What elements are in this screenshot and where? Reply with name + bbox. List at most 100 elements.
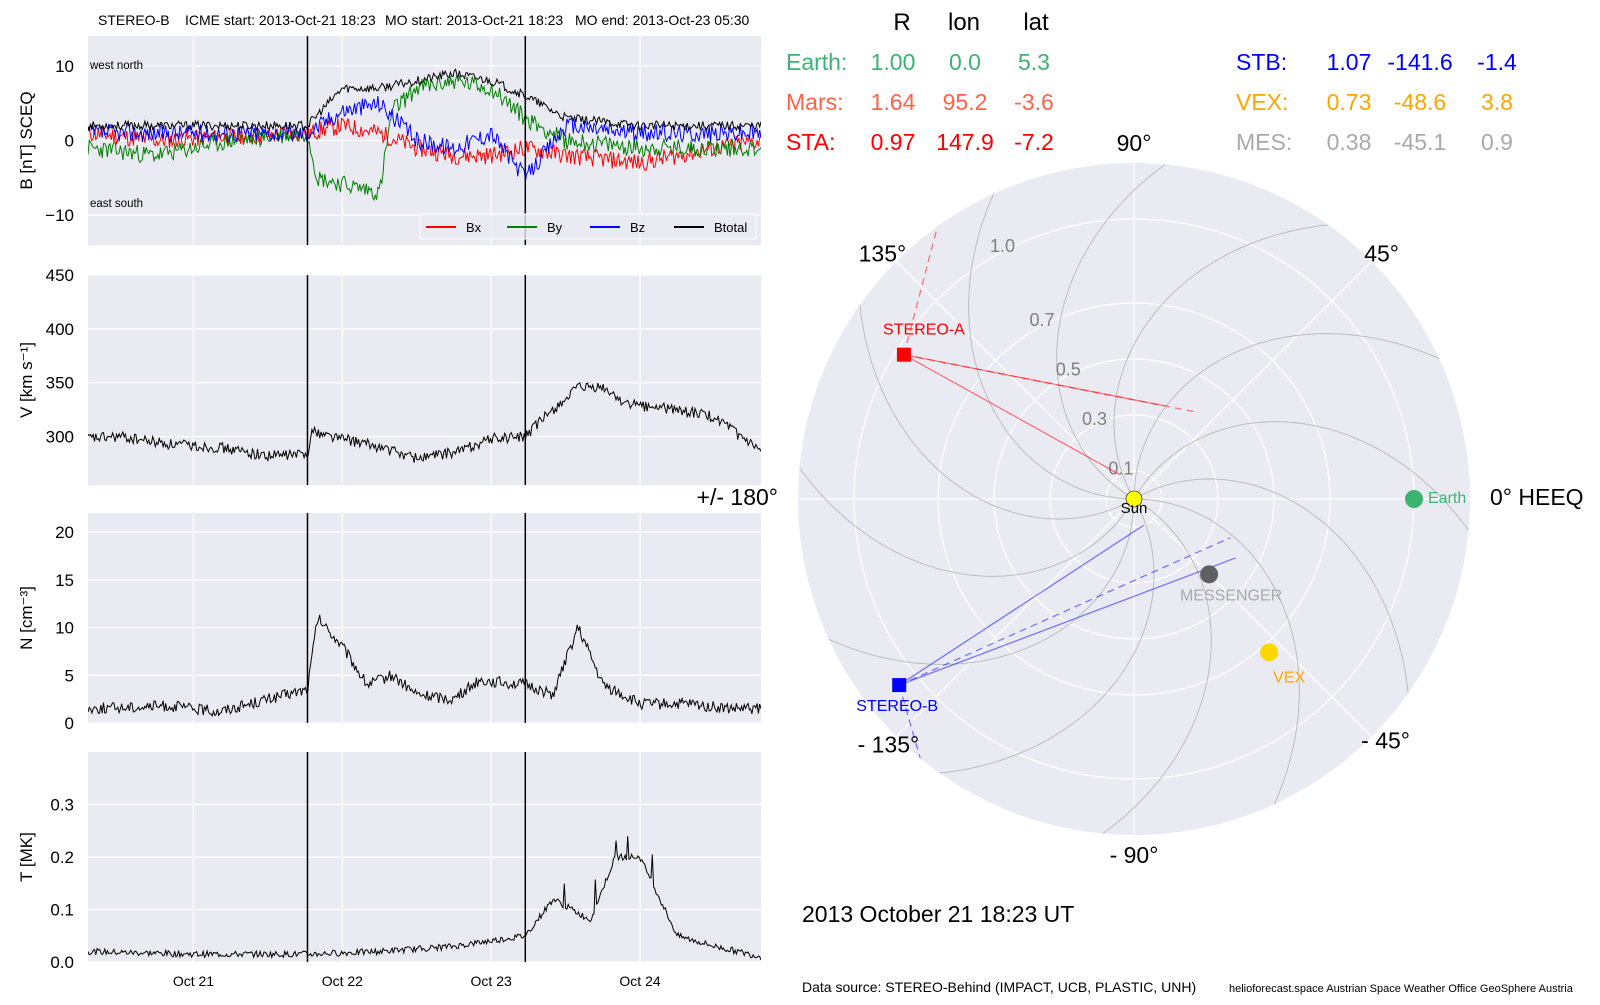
table-cell-lon: -48.6 — [1394, 89, 1446, 115]
polar-position-plot: 0.1 0.3 0.5 0.7 1.0 90° 45° 0° HEEQ - 45° - 90° - … — [697, 130, 1584, 868]
data-source: Data source: STEREO-Behind (IMPACT, UCB,… — [802, 979, 1196, 995]
angle-tick-label: 90° — [1117, 130, 1152, 156]
panel-density: 20 15 10 5 0 N [cm⁻³] — [17, 513, 761, 733]
parker-spiral-arm — [799, 467, 1135, 577]
y-tick-label: 0.1 — [50, 901, 74, 920]
y-tick-label: 0 — [65, 714, 74, 733]
y-axis-label: T [MK] — [17, 832, 36, 882]
table-cell-name: VEX: — [1236, 89, 1288, 115]
body-label-earth: Earth — [1428, 490, 1466, 507]
angle-tick-label: 0° HEEQ — [1490, 484, 1584, 510]
legend: Bx By Bz Btotal — [419, 213, 757, 240]
legend-label-bx: Bx — [466, 220, 482, 235]
y-tick-label: 5 — [65, 666, 74, 685]
y-tick-label: 10 — [55, 619, 74, 638]
table-cell-r: 0.97 — [871, 129, 916, 155]
radial-tick-label: 0.3 — [1082, 409, 1107, 429]
table-cell-name: MES: — [1236, 129, 1292, 155]
angle-tick-label: +/- 180° — [697, 484, 778, 510]
parker-spiral-arm — [1113, 224, 1329, 500]
annotation-west-north: west north — [89, 60, 143, 72]
angular-grid-line — [895, 260, 1135, 500]
parker-spiral-arm — [1102, 498, 1212, 834]
y-tick-label: 20 — [55, 523, 74, 542]
viewing-line — [898, 557, 1237, 686]
parker-spiral-arm — [1133, 333, 1440, 500]
viewing-line — [898, 524, 1144, 686]
panel-background — [88, 513, 761, 723]
table-cell-lon: 95.2 — [943, 89, 988, 115]
header-spacecraft: STEREO-B — [98, 12, 170, 28]
x-tick-label: Oct 21 — [173, 973, 214, 989]
body-label-stereo-a: STEREO-A — [883, 322, 965, 339]
body-sun: Sun — [1121, 490, 1148, 517]
angle-tick-label: - 135° — [858, 732, 920, 758]
angle-tick-label: 135° — [859, 240, 907, 266]
table-cell-lon: 0.0 — [949, 49, 981, 75]
table-header-r: R — [893, 9, 910, 36]
legend-label-by: By — [547, 220, 563, 235]
y-tick-label: 350 — [46, 374, 74, 393]
table-cell-lat: -1.4 — [1477, 49, 1517, 75]
y-tick-label: 300 — [46, 428, 74, 447]
radial-tick-label: 1.0 — [990, 236, 1015, 256]
header-icme-start: ICME start: 2013-Oct-21 18:23 — [185, 12, 376, 28]
table-cell-lon: -45.1 — [1394, 129, 1446, 155]
y-tick-label: 10 — [55, 57, 74, 76]
y-tick-label: −10 — [45, 206, 74, 225]
table-row: VEX: 0.73 -48.6 3.8 — [1236, 89, 1513, 115]
legend-box — [419, 213, 757, 240]
body-stereo-a: STEREO-A — [883, 322, 965, 362]
angular-grid-line — [895, 498, 1135, 738]
y-axis-label: N [cm⁻³] — [17, 586, 36, 650]
radial-tick-label: 0.7 — [1029, 310, 1054, 330]
table-cell-name: STA: — [786, 129, 835, 155]
body-marker-sun — [1125, 490, 1143, 508]
body-marker-vex — [1260, 643, 1279, 662]
table-row: STB: 1.07 -141.6 -1.4 — [1236, 49, 1517, 75]
series-line-t — [88, 836, 761, 961]
x-tick-label: Oct 24 — [619, 973, 660, 989]
body-messenger: MESSENGER — [1180, 565, 1282, 604]
y-tick-label: 0.2 — [50, 848, 74, 867]
table-cell-lat: 5.3 — [1018, 49, 1050, 75]
header-mo-start: MO start: 2013-Oct-21 18:23 — [385, 12, 563, 28]
angle-tick-label: - 45° — [1361, 728, 1410, 754]
angular-grid-line — [1133, 260, 1373, 500]
y-tick-label: 0.0 — [50, 953, 74, 972]
panel-speed: 450 400 350 300 V [km s⁻¹] — [17, 266, 761, 485]
table-header-lat: lat — [1023, 9, 1049, 36]
legend-label-bz: Bz — [630, 220, 645, 235]
body-label-vex: VEX — [1273, 669, 1305, 686]
parker-spiral-arm — [1133, 478, 1409, 694]
table-cell-name: STB: — [1236, 49, 1287, 75]
body-vex: VEX — [1260, 643, 1306, 686]
viewing-line — [903, 354, 1121, 476]
parker-spiral-arm — [939, 498, 1155, 774]
x-tick-label: Oct 22 — [322, 973, 363, 989]
body-label-sun: Sun — [1121, 500, 1148, 517]
body-marker-stereo-b — [892, 678, 907, 693]
table-row: Earth: 1.00 0.0 5.3 — [786, 49, 1050, 75]
body-label-messenger: MESSENGER — [1180, 587, 1282, 604]
table-cell-lon: 147.9 — [936, 129, 994, 155]
table-row: MES: 0.38 -45.1 0.9 — [1236, 129, 1513, 155]
table-cell-lat: -3.6 — [1014, 89, 1054, 115]
x-tick-label: Oct 23 — [471, 973, 512, 989]
table-cell-name: Earth: — [786, 49, 847, 75]
angle-tick-label: 45° — [1364, 240, 1399, 266]
table-cell-name: Mars: — [786, 89, 844, 115]
header-mo-end: MO end: 2013-Oct-23 05:30 — [575, 12, 750, 28]
parker-spiral-arm — [1133, 421, 1469, 531]
y-tick-label: 0.3 — [50, 796, 74, 815]
annotation-east-south: east south — [90, 198, 143, 210]
y-axis-label: V [km s⁻¹] — [17, 342, 36, 418]
parker-spiral-arm — [828, 498, 1135, 665]
parker-spiral-arm — [859, 304, 1135, 520]
table-cell-lat: 0.9 — [1481, 129, 1513, 155]
series-line-btotal — [88, 68, 761, 132]
